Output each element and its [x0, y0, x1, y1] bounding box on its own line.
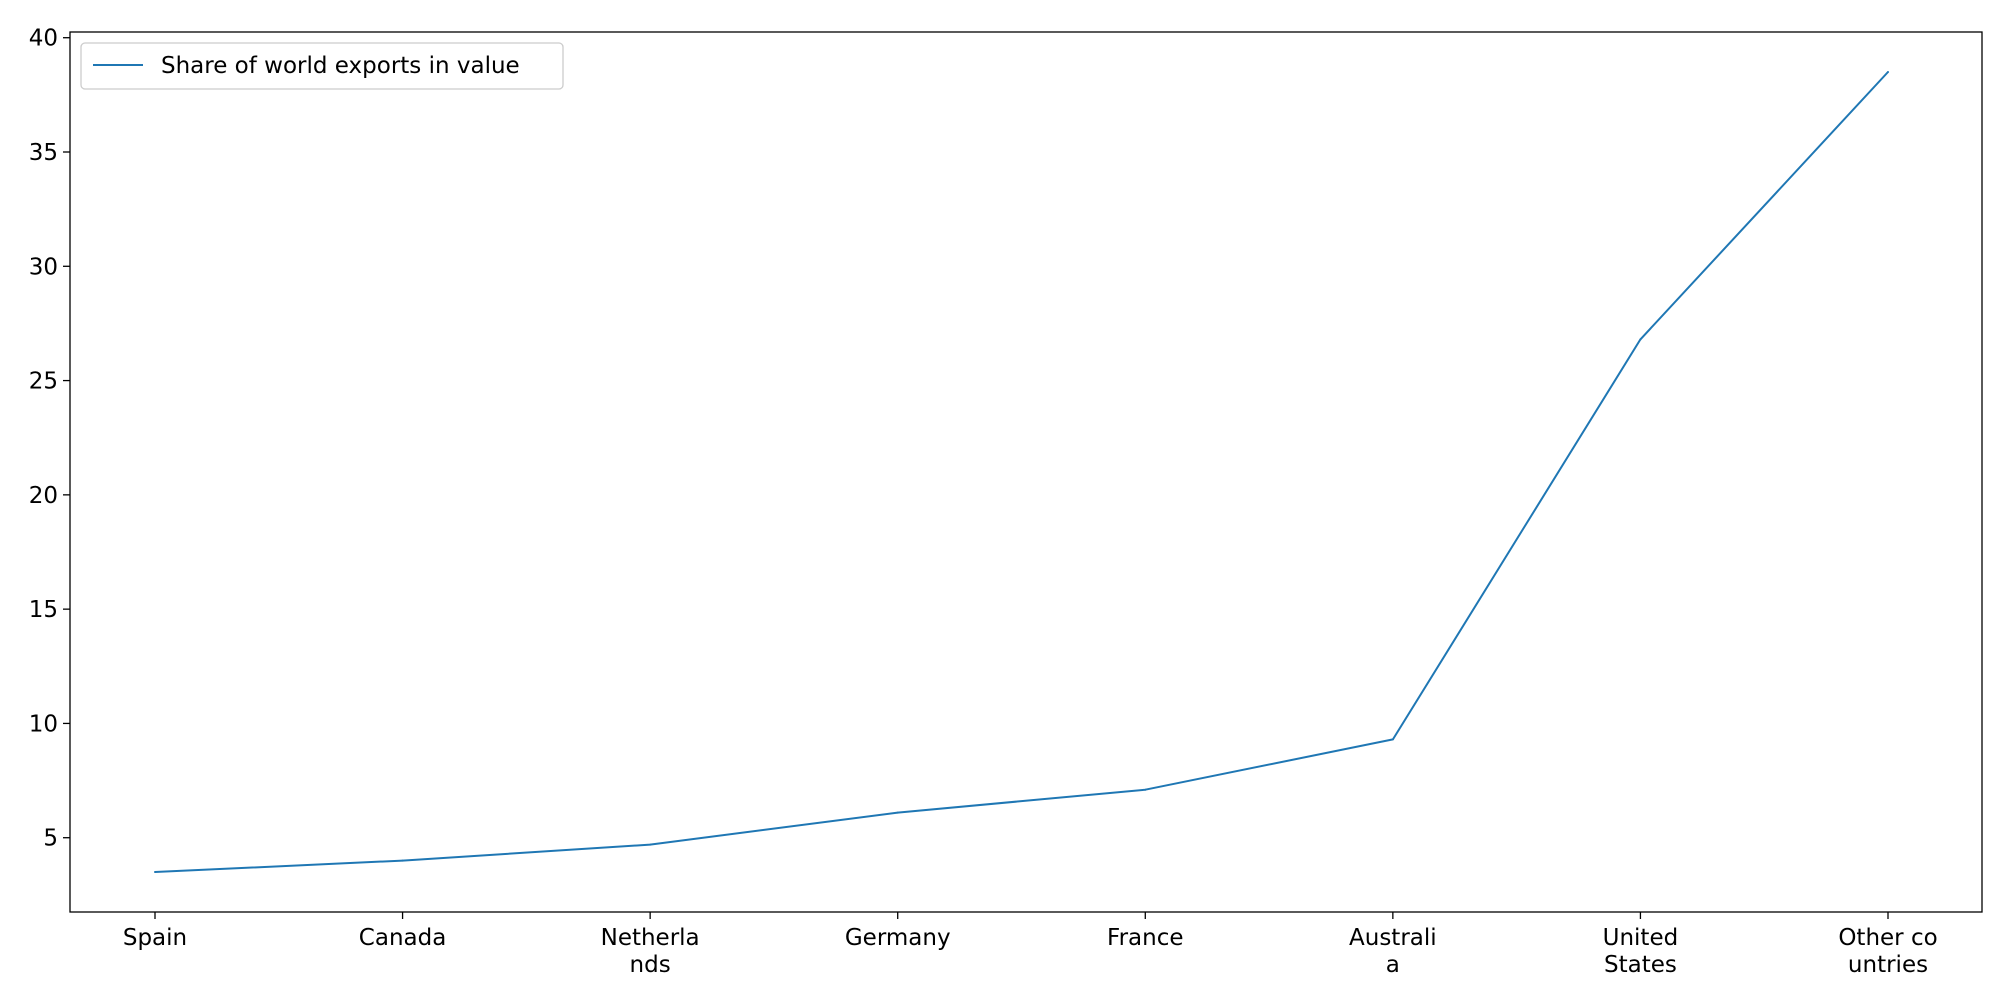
y-tick-label: 25	[29, 369, 58, 395]
x-tick-label: Germany	[845, 925, 951, 951]
x-tick-label-line: untries	[1848, 952, 1928, 978]
x-tick-label: Australi a	[1349, 925, 1437, 978]
data-point	[1144, 789, 1146, 791]
y-tick-label: 10	[29, 711, 58, 737]
y-tick-label: 15	[29, 597, 58, 623]
x-tick-label-line: States	[1604, 952, 1677, 978]
x-tick-label-line: Other co	[1838, 925, 1937, 951]
x-tick-label-line: Spain	[123, 925, 187, 951]
data-point	[1639, 338, 1641, 340]
x-tick-label-line: Australi	[1349, 925, 1437, 951]
x-tick-label: Netherla nds	[601, 925, 700, 978]
plot-area	[70, 32, 1982, 912]
x-tick-label: Spain	[123, 925, 187, 951]
legend-label: Share of world exports in value	[161, 53, 520, 79]
data-point	[1887, 71, 1889, 73]
x-tick-label-line: a	[1386, 952, 1400, 978]
x-tick-label: United States	[1603, 925, 1679, 978]
x-tick-label-line: United	[1603, 925, 1679, 951]
x-tick-label-line: Canada	[359, 925, 447, 951]
x-tick-label: France	[1107, 925, 1183, 951]
data-point	[649, 844, 651, 846]
x-tick-label: Canada	[359, 925, 447, 951]
data-point	[402, 860, 404, 862]
y-tick-label: 20	[29, 483, 58, 509]
x-axis: Spain Canada Netherla nds Germany France Austr…	[123, 912, 1938, 978]
y-axis: 5 10 15 20 25 30 35 40	[29, 26, 70, 852]
data-point	[1392, 738, 1394, 740]
x-tick-label-line: nds	[630, 952, 671, 978]
x-tick-label: Other co untries	[1838, 925, 1937, 978]
data-point	[154, 871, 156, 873]
y-tick-label: 35	[29, 140, 58, 166]
y-tick-label: 40	[29, 26, 58, 52]
y-tick-label: 5	[43, 826, 58, 852]
data-point	[897, 812, 899, 814]
x-tick-label-line: Germany	[845, 925, 951, 951]
x-tick-label-line: France	[1107, 925, 1183, 951]
y-tick-label: 30	[29, 254, 58, 280]
legend: Share of world exports in value	[81, 43, 563, 89]
x-tick-label-line: Netherla	[601, 925, 700, 951]
